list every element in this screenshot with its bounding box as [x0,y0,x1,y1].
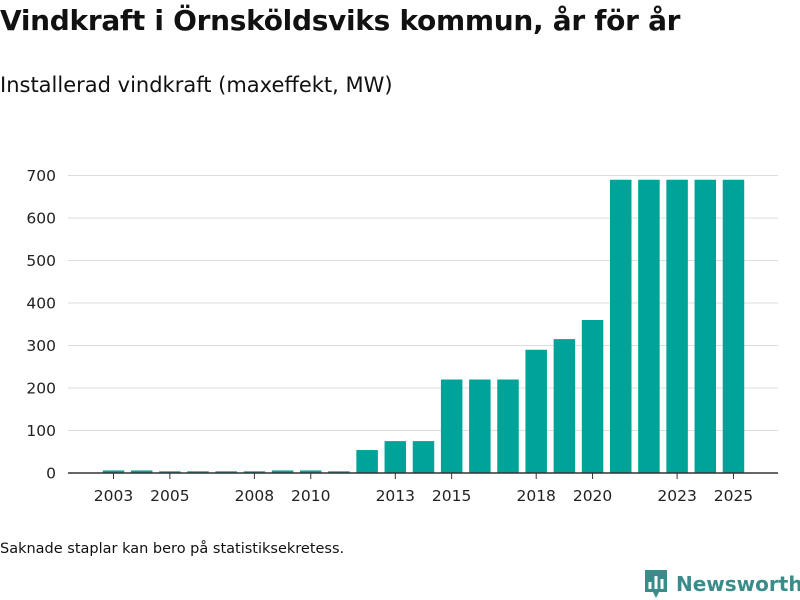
x-tick-label: 2008 [235,487,274,505]
bar-chart-icon [645,570,667,598]
x-tick-label: 2023 [657,487,696,505]
bar [694,179,717,473]
bar [666,179,688,473]
bar [328,471,350,473]
y-tick-label: 100 [26,422,56,440]
bar [609,179,632,473]
bar [102,470,125,473]
y-tick-label: 600 [26,210,56,228]
bar [469,379,491,473]
x-tick-label: 2015 [432,487,471,505]
bar [356,450,378,473]
bar [271,470,294,473]
y-tick-label: 300 [26,337,56,355]
bar [300,470,322,473]
footnote: Saknade staplar kan bero på statistiksek… [0,541,345,557]
brand-name: Newsworthy [676,572,800,596]
brand-logo[interactable]: Newsworthy [644,568,800,600]
chart-title: Vindkraft i Örnsköldsviks kommun, år för… [0,4,681,37]
y-tick-label: 200 [26,380,56,398]
y-tick-label: 700 [26,167,56,185]
bar [581,320,604,473]
chart-subtitle: Installerad vindkraft (maxeffekt, MW) [0,73,393,97]
x-tick-label: 2005 [150,487,189,505]
y-tick-label: 500 [26,252,56,270]
bar [525,349,547,473]
x-tick-label: 2003 [94,487,133,505]
y-tick-label: 0 [46,465,56,483]
bar [722,179,745,473]
bar [412,441,435,473]
y-axis-ticks: 0 100 200 300 400 500 600 700 [26,167,56,483]
bar [130,470,153,473]
bar [638,179,660,473]
x-tick-label: 2020 [573,487,612,505]
x-tick-label: 2025 [714,487,753,505]
bar [215,471,237,473]
bar [159,471,181,473]
bar [440,379,463,473]
bar [553,339,576,473]
x-tick-label: 2013 [376,487,415,505]
bar [187,471,209,473]
y-tick-label: 400 [26,295,56,313]
bar [384,441,407,473]
bar [243,471,266,473]
x-tick-label: 2018 [516,487,555,505]
x-axis-ticks: 2003 2005 2008 2010 2013 2015 2018 2020 2023 2025 [94,473,753,505]
x-tick-label: 2010 [291,487,330,505]
bar [497,379,519,473]
bars [102,179,745,473]
